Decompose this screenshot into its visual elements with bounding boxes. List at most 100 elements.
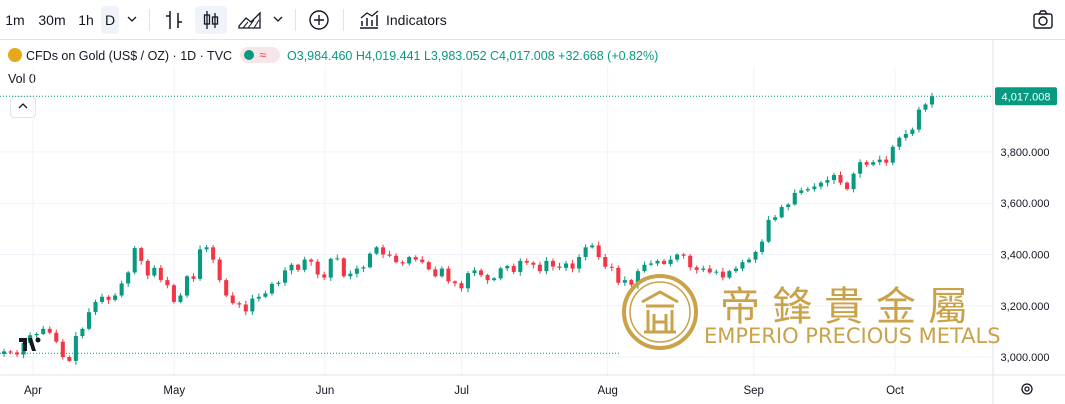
gold-symbol-icon <box>8 48 22 62</box>
candle-body <box>191 276 196 279</box>
candle-body <box>158 267 163 281</box>
candle-body <box>655 260 660 264</box>
candle-body <box>420 259 425 263</box>
indicators-icon[interactable] <box>357 8 381 37</box>
candle-body <box>60 341 65 358</box>
candle-body <box>760 241 765 252</box>
chevron-down-icon[interactable] <box>126 12 138 30</box>
candle-body <box>361 267 366 269</box>
y-tick-label: 3,600.000 <box>1001 198 1050 210</box>
change-value: +32.668 (+0.82%) <box>558 49 659 63</box>
collapse-legend-button[interactable] <box>10 96 36 118</box>
candle-body <box>374 247 379 254</box>
interval-1m[interactable]: 1m <box>5 12 25 28</box>
candle-body <box>492 278 497 281</box>
candle-body <box>381 247 386 255</box>
candle-body <box>577 257 582 269</box>
chevron-up-icon <box>18 103 28 109</box>
candle-body <box>387 254 392 256</box>
candle-body <box>805 189 810 191</box>
candle-body <box>73 336 78 361</box>
bar-chart-icon[interactable] <box>163 8 185 37</box>
candles-chart-icon[interactable] <box>195 6 227 34</box>
candle-body <box>224 280 229 296</box>
candle-body <box>289 264 294 271</box>
candle-body <box>531 262 536 265</box>
candle-body <box>766 219 771 242</box>
candle-body <box>54 332 59 342</box>
interval-d[interactable]: D <box>101 6 119 34</box>
candle-body <box>204 247 209 250</box>
candle-body <box>916 109 921 130</box>
y-tick-label: 3,800.000 <box>1001 147 1050 159</box>
chevron-down-icon[interactable] <box>272 12 284 30</box>
x-tick-label: Aug <box>597 385 617 397</box>
candle-body <box>858 162 863 174</box>
emperio-watermark: 帝鋒貴金屬 EMPERIO PRECIOUS METALS <box>620 272 1001 352</box>
settings-gear-icon[interactable] <box>1020 382 1034 401</box>
volume-label[interactable]: Vol 0 <box>8 72 36 86</box>
candle-body <box>132 248 137 273</box>
candle-body <box>322 274 327 278</box>
candle-body <box>413 257 418 260</box>
candle-body <box>243 304 248 312</box>
candle-body <box>779 207 784 218</box>
candle-body <box>668 259 673 264</box>
last-price-tag <box>995 87 1057 106</box>
candle-body <box>799 190 804 193</box>
candle-body <box>838 174 843 183</box>
candle-body <box>609 266 614 268</box>
candle-body <box>753 251 758 260</box>
candle-body <box>407 257 412 264</box>
candle-body <box>472 270 477 274</box>
emperio-logo-icon <box>622 274 698 350</box>
candle-body <box>596 245 601 258</box>
symbol-title[interactable]: CFDs on Gold (US$ / OZ) · 1D · TVC <box>26 49 233 63</box>
high-value: H4,019.441 <box>355 49 421 63</box>
candle-body <box>335 258 340 260</box>
candle-body <box>864 162 869 165</box>
candle-body <box>217 259 222 281</box>
interval-30m[interactable]: 30m <box>38 12 66 28</box>
candle-body <box>831 174 836 181</box>
candle-body <box>67 357 72 361</box>
candle-body <box>315 261 320 275</box>
candle-body <box>328 258 333 278</box>
candle-body <box>269 283 274 294</box>
candle-body <box>642 264 647 272</box>
candle-body <box>544 260 549 272</box>
candle-body <box>152 267 157 276</box>
candle-body <box>897 137 902 147</box>
candle-body <box>733 268 738 272</box>
x-tick-label: Jun <box>316 385 335 397</box>
indicators-button[interactable]: Indicators <box>386 12 447 28</box>
candle-body <box>250 298 255 312</box>
candle-body <box>80 328 85 337</box>
candle-body <box>570 263 575 269</box>
last-price-label: 4,017.008 <box>1002 91 1051 103</box>
candle-body <box>903 133 908 138</box>
candle-body <box>263 293 268 297</box>
area-chart-icon[interactable] <box>237 8 263 37</box>
candle-body <box>877 159 882 163</box>
candle-body <box>230 295 235 304</box>
candle-body <box>367 253 372 268</box>
watermark-english: EMPERIO PRECIOUS METALS <box>704 324 1001 348</box>
candle-body <box>564 263 569 268</box>
candle-body <box>171 285 176 302</box>
candle-body <box>825 180 830 183</box>
candle-body <box>282 270 288 283</box>
candle-body <box>648 263 654 265</box>
candle-body <box>113 295 118 300</box>
candle-body <box>41 328 46 334</box>
plus-circle-icon[interactable] <box>307 8 331 37</box>
market-status-badge[interactable]: ≈ <box>239 47 280 63</box>
interval-1h[interactable]: 1h <box>78 12 94 28</box>
candle-body <box>583 247 588 258</box>
candle-body <box>465 273 471 289</box>
candle-body <box>537 264 542 272</box>
tradingview-logo[interactable] <box>18 336 42 356</box>
camera-icon[interactable] <box>1031 8 1055 37</box>
candle-body <box>433 269 438 277</box>
candle-body <box>302 259 307 270</box>
